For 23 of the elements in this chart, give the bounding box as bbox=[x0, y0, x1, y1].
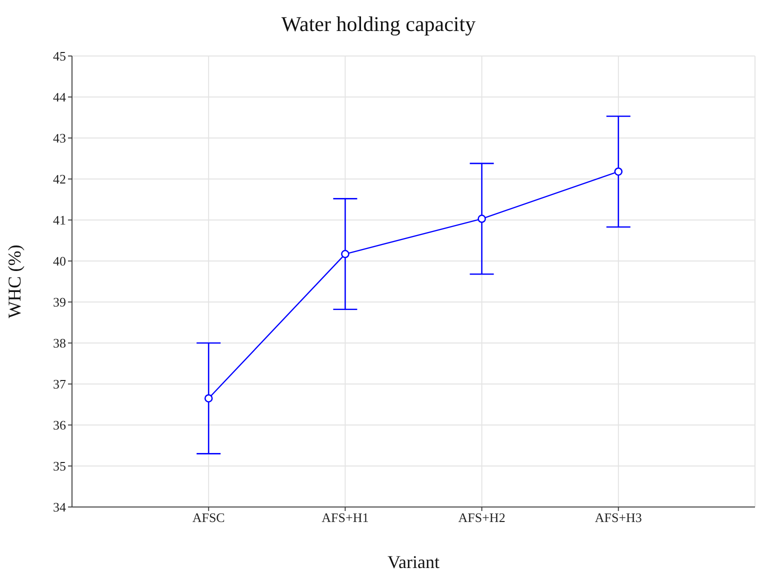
y-tick-label: 44 bbox=[53, 90, 66, 105]
x-axis-title: Variant bbox=[388, 552, 440, 572]
y-tick-label: 43 bbox=[53, 130, 66, 146]
point bbox=[204, 394, 213, 402]
y-axis-title: WHC (%) bbox=[4, 244, 24, 318]
point bbox=[614, 167, 623, 176]
point bbox=[478, 214, 486, 223]
y-tick-label: 38 bbox=[53, 336, 66, 351]
y-tick-label: 42 bbox=[53, 172, 66, 187]
y-tick-label: 39 bbox=[53, 294, 66, 310]
y-tick-label: 35 bbox=[53, 458, 66, 474]
x-tick-label: AFSC bbox=[192, 510, 225, 526]
point bbox=[341, 250, 350, 258]
y-tick-label: 41 bbox=[53, 212, 66, 228]
chart-title: Water holding capacity bbox=[280, 12, 477, 37]
y-tick-label: 45 bbox=[53, 48, 66, 64]
y-tick-label: 34 bbox=[53, 500, 66, 515]
y-tick-label: 40 bbox=[53, 254, 66, 269]
y-tick-label: 36 bbox=[53, 418, 66, 433]
x-tick-label: AFS+H2 bbox=[458, 510, 506, 526]
x-tick-label: AFS+H1 bbox=[322, 510, 369, 526]
x-tick-label: AFS+H3 bbox=[594, 510, 642, 526]
y-tick-label: 37 bbox=[53, 376, 66, 392]
